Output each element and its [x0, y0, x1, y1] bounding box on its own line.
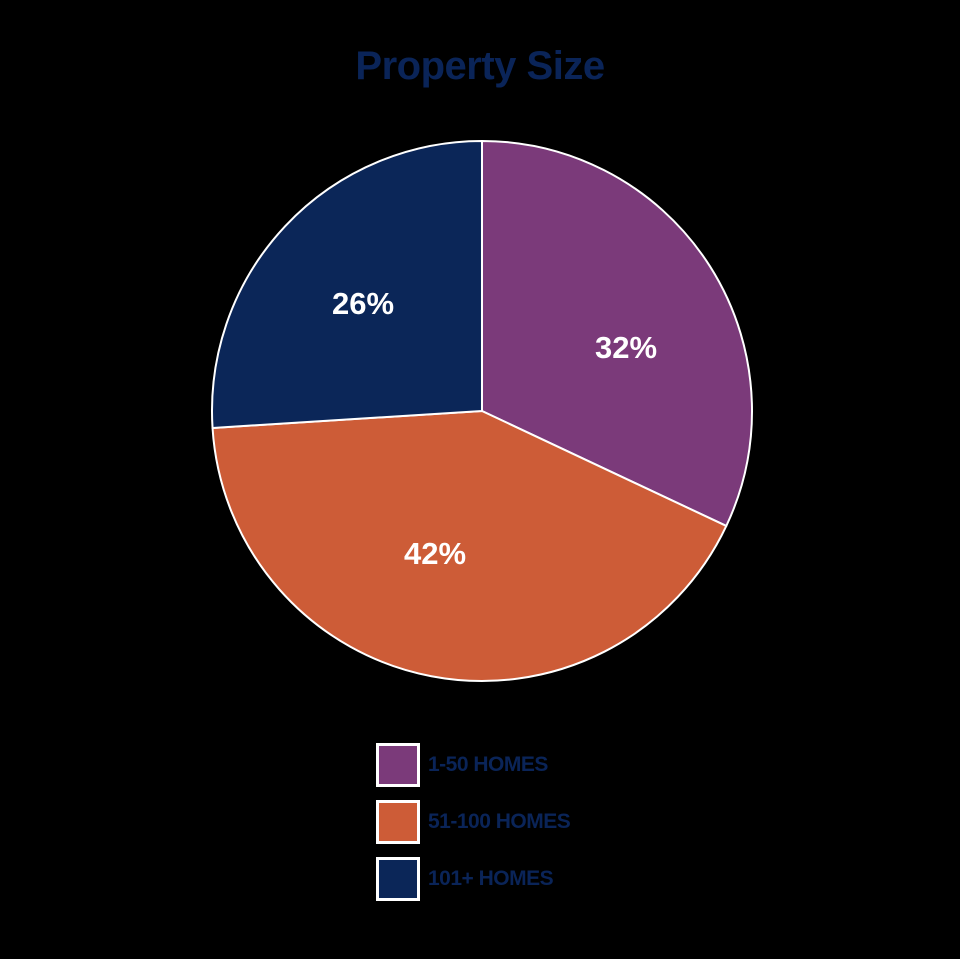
legend-swatch-51-100 [376, 799, 420, 844]
chart-title: Property Size [355, 44, 605, 88]
legend-swatch-1-50 [376, 742, 420, 787]
slice-51-100 [211, 410, 728, 682]
legend-swatch-101-plus [376, 856, 420, 901]
legend-item-1-50: 1-50 HOMES [376, 736, 570, 793]
slice-101-plus [211, 140, 483, 429]
slice-label-101-plus: 26% [332, 286, 394, 321]
legend: 1-50 HOMES 51-100 HOMES 101+ HOMES [376, 736, 571, 907]
legend-label-101-plus: 101+ HOMES [428, 866, 554, 890]
legend-item-51-100: 51-100 HOMES [376, 793, 571, 850]
slice-label-51-100: 42% [404, 536, 466, 571]
slice-1-50 [481, 140, 753, 527]
legend-label-1-50: 1-50 HOMES [428, 752, 548, 776]
legend-label-51-100: 51-100 HOMES [428, 809, 571, 833]
legend-item-101-plus: 101+ HOMES [376, 850, 570, 907]
slice-label-1-50: 32% [595, 330, 657, 365]
